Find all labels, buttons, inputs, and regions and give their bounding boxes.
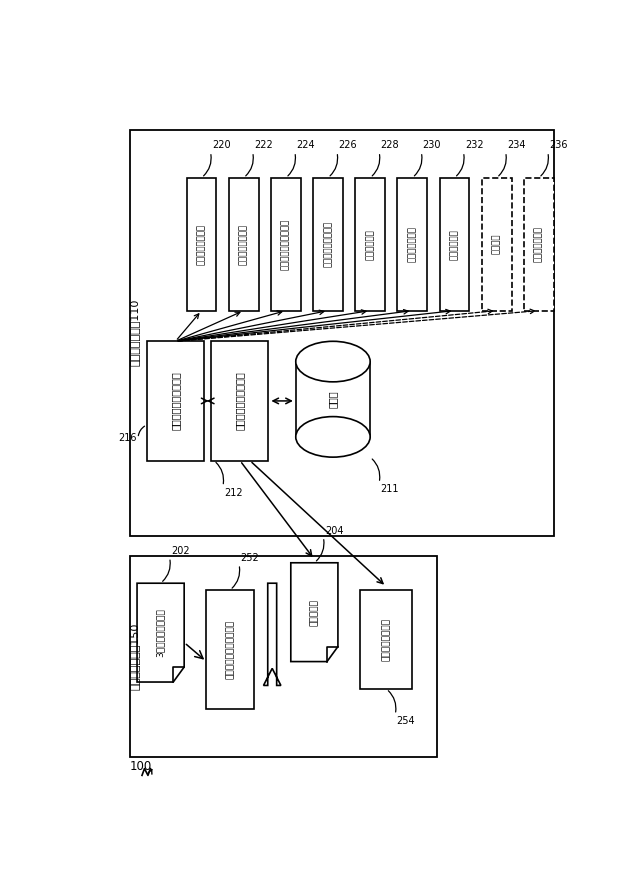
Text: ヘッド駆動部: ヘッド駆動部: [450, 229, 459, 259]
Text: 立体造形装置　110: 立体造形装置 110: [129, 299, 140, 366]
Text: 234: 234: [507, 141, 525, 150]
Text: 222: 222: [254, 141, 273, 150]
Bar: [271, 178, 301, 311]
Text: 224: 224: [296, 141, 315, 150]
Ellipse shape: [296, 417, 370, 458]
Polygon shape: [264, 583, 281, 685]
Bar: [187, 178, 216, 311]
Bar: [355, 178, 385, 311]
Text: モータ速度検知センサ: モータ速度検知センサ: [282, 219, 291, 270]
Polygon shape: [137, 583, 184, 682]
Text: 220: 220: [212, 141, 230, 150]
Text: スライサ・ソフトウェア: スライサ・ソフトウェア: [225, 620, 234, 679]
Text: 232: 232: [465, 141, 484, 150]
Polygon shape: [291, 563, 338, 662]
Bar: [147, 342, 204, 460]
Text: ノズル温度センサ: ノズル温度センサ: [197, 224, 206, 265]
Bar: [524, 178, 554, 311]
Ellipse shape: [296, 342, 370, 381]
Text: フィラメント供給部: フィラメント供給部: [323, 221, 333, 267]
Text: 211: 211: [381, 484, 399, 495]
Text: 230: 230: [423, 141, 441, 150]
Text: 100: 100: [129, 759, 152, 773]
Bar: [211, 342, 269, 460]
Text: 252: 252: [241, 553, 259, 563]
Bar: [296, 362, 370, 437]
Text: 226: 226: [339, 141, 357, 150]
Bar: [360, 590, 412, 689]
Text: 236: 236: [549, 141, 568, 150]
Text: モータ電流センサ: モータ電流センサ: [239, 224, 248, 265]
Text: 202: 202: [171, 546, 189, 556]
Text: ヒータ駆動部: ヒータ駆動部: [365, 229, 374, 259]
Bar: [229, 178, 259, 311]
Bar: [440, 178, 469, 311]
Text: 254: 254: [397, 716, 415, 726]
Bar: [129, 130, 554, 535]
Text: 撮像装置: 撮像装置: [492, 234, 501, 255]
Text: 216: 216: [118, 434, 136, 443]
Bar: [397, 178, 428, 311]
Text: 212: 212: [225, 488, 243, 497]
Bar: [207, 590, 253, 709]
Text: 蓄積部: 蓄積部: [328, 390, 338, 408]
Text: 3次元モデルデータ: 3次元モデルデータ: [156, 608, 165, 657]
Text: システムコントローラ: システムコントローラ: [235, 372, 245, 430]
Bar: [129, 556, 437, 757]
Text: 228: 228: [381, 141, 399, 150]
Text: プレート駆動部: プレート駆動部: [408, 227, 417, 262]
Text: 204: 204: [324, 526, 343, 535]
Text: 情報処理装置　150: 情報処理装置 150: [129, 623, 140, 690]
Bar: [313, 178, 343, 311]
Text: エンジンコントローラ: エンジンコントローラ: [170, 372, 180, 430]
Text: 制御データ: 制御データ: [310, 599, 319, 626]
Text: ウェブ・ブラウザ: ウェブ・ブラウザ: [382, 618, 391, 661]
Bar: [482, 178, 511, 311]
Text: 三次元計測装置: 三次元計測装置: [534, 227, 543, 262]
